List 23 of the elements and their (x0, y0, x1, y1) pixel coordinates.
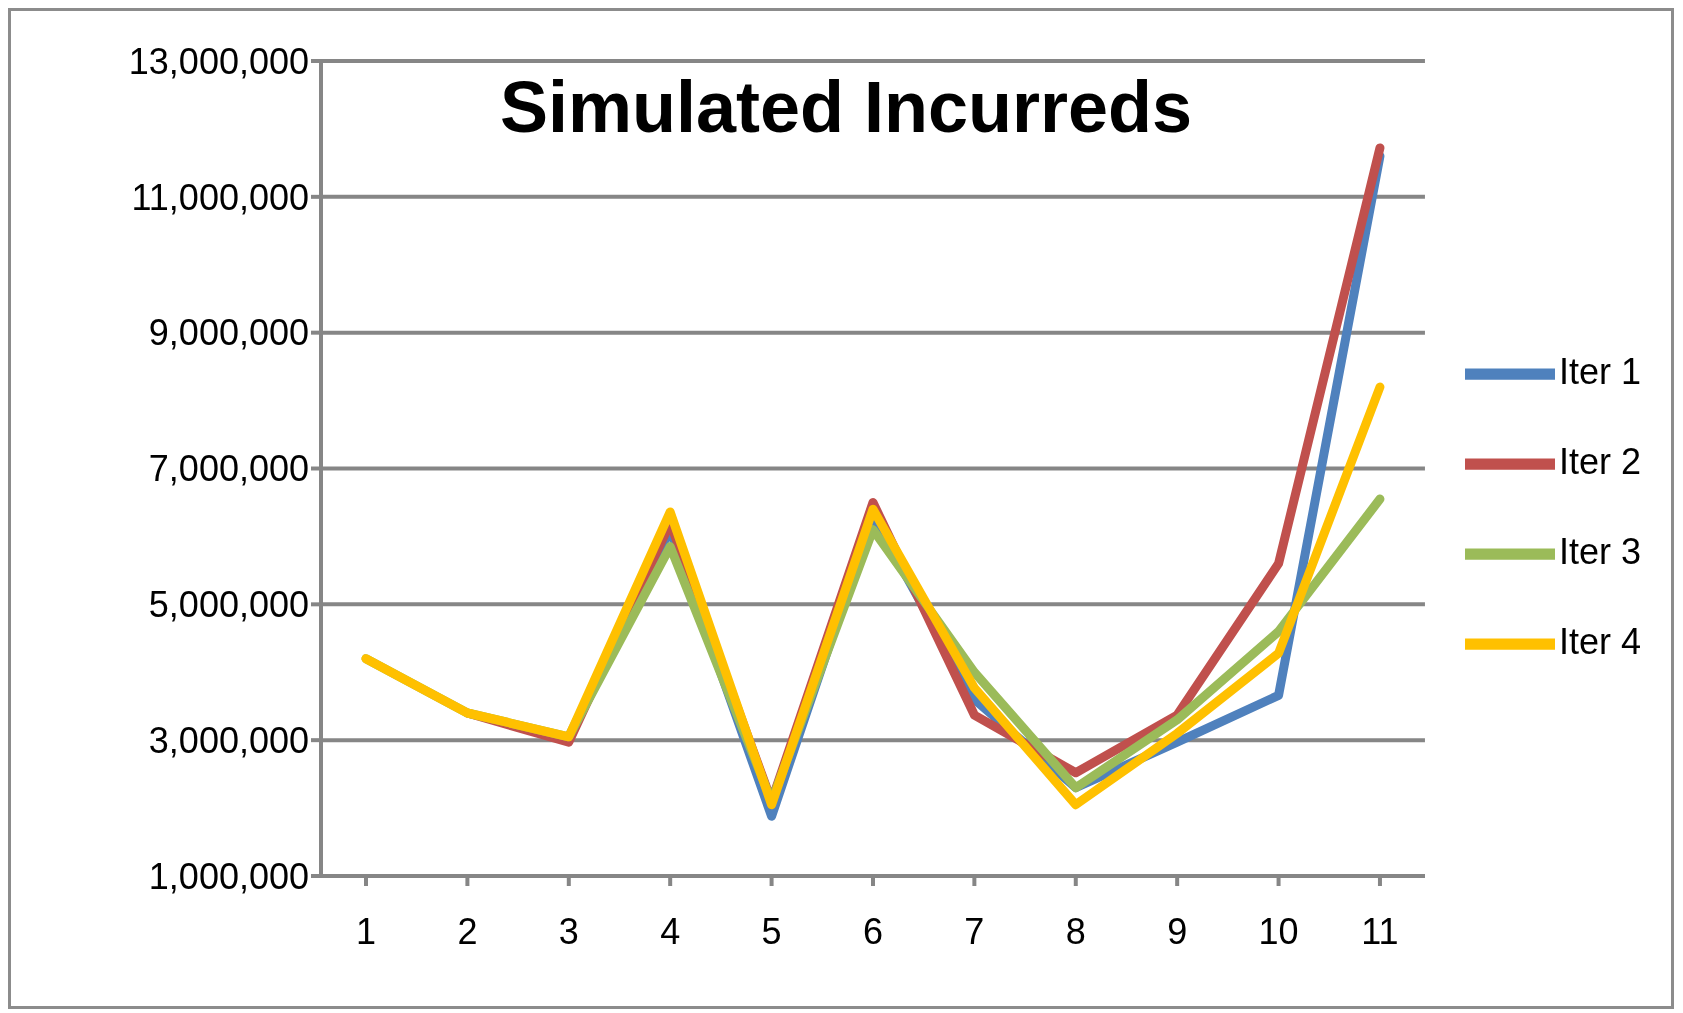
chart-title: Simulated Incurreds (498, 66, 1194, 148)
y-tick-label: 7,000,000 (148, 448, 309, 490)
x-tick-label: 8 (1065, 910, 1086, 952)
x-tick-label: 3 (558, 910, 579, 952)
x-tick-label: 2 (457, 910, 478, 952)
x-tick-label: 5 (761, 910, 782, 952)
legend-label: Iter 3 (1558, 530, 1641, 572)
y-tick-label: 5,000,000 (148, 584, 309, 626)
y-tick-label: 1,000,000 (148, 855, 309, 897)
x-tick-label: 4 (660, 910, 681, 952)
y-tick-label: 13,000,000 (128, 40, 309, 82)
y-tick-label: 11,000,000 (131, 176, 309, 218)
x-tick-label: 9 (1167, 910, 1188, 952)
x-tick-label: 6 (862, 910, 883, 952)
x-tick-label: 7 (964, 910, 985, 952)
legend-label: Iter 2 (1558, 440, 1641, 482)
legend-label: Iter 4 (1558, 620, 1641, 662)
legend-label: Iter 1 (1558, 350, 1641, 392)
x-tick-label: 10 (1258, 910, 1299, 952)
y-tick-label: 9,000,000 (148, 312, 309, 354)
y-tick-label: 3,000,000 (148, 719, 309, 761)
x-tick-label: 1 (355, 910, 377, 952)
x-tick-label: 11 (1361, 910, 1399, 952)
